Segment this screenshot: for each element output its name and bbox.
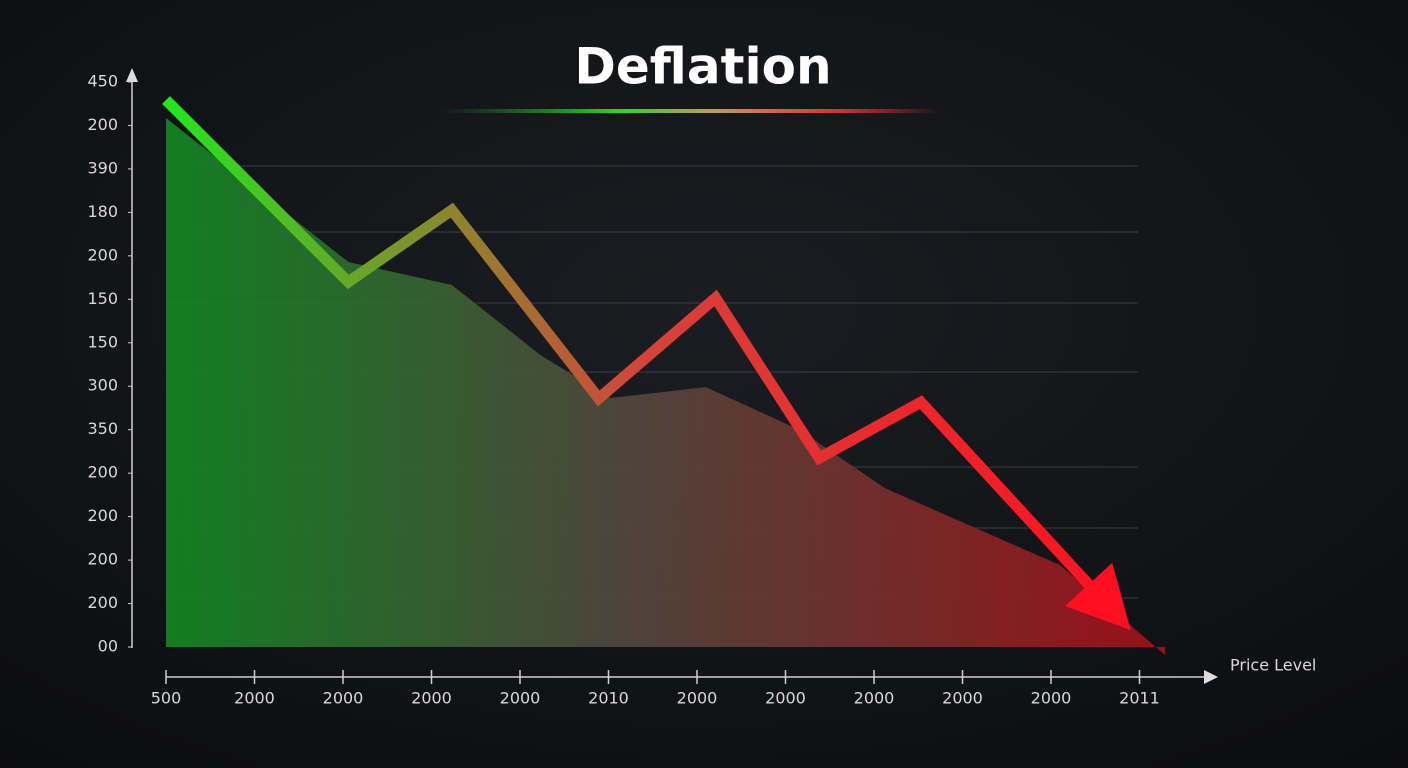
line [162,96,1093,589]
y-tick-label: 200 [87,550,118,569]
x-tick-label: 2000 [411,689,452,708]
x-axis-label: Price Level [1230,656,1316,675]
x-tick-label: 2000 [677,689,718,708]
area [166,118,1166,656]
plot [162,96,1166,656]
y-tick-label: 200 [87,115,118,134]
x-axis-arrow [1204,670,1218,684]
x-tick-label: 2010 [588,689,629,708]
x-tick-label: 2000 [765,689,806,708]
x-tick-label: 2011 [1119,689,1160,708]
x-tick-label: 2000 [323,689,364,708]
y-axis-arrow [126,68,138,82]
x-tick-label: 2000 [942,689,983,708]
x-tick-label: 500 [151,689,182,708]
x-tick-label: 2000 [854,689,895,708]
y-tick-label: 450 [87,72,118,91]
title-underline [440,109,940,113]
chart-title: Deflation [574,38,831,96]
y-tick-label: 00 [98,637,118,656]
y-tick-label: 180 [87,202,118,221]
y-tick-label: 150 [87,332,118,351]
x-tick-label: 2000 [234,689,275,708]
y-tick-label: 300 [87,376,118,395]
y-tick-label: 200 [87,463,118,482]
y-tick-label: 350 [87,419,118,438]
y-tick-label: 390 [87,158,118,177]
x-tick-label: 2000 [1031,689,1072,708]
y-tick-label: 200 [87,506,118,525]
y-tick-label: 200 [87,593,118,612]
y-tick-label: 150 [87,289,118,308]
arrow-head [1065,562,1131,631]
x-tick-label: 2000 [500,689,541,708]
y-tick-label: 200 [87,245,118,264]
